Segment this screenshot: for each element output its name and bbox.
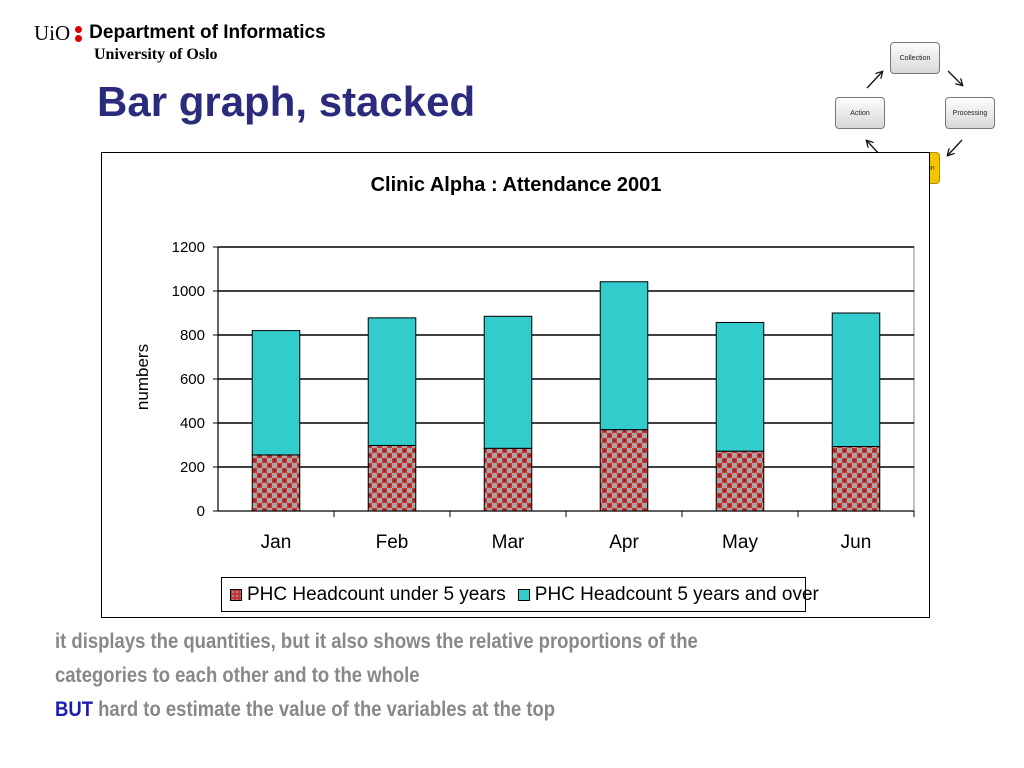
cycle-step-processing: Processing: [945, 97, 995, 129]
x-tick-label-jan: Jan: [261, 532, 292, 553]
bar-jan-series-2: [251, 330, 301, 456]
bar-apr-series-1: [599, 429, 649, 512]
bar-feb-series-2: [367, 317, 417, 446]
x-tick-label-feb: Feb: [376, 532, 409, 553]
slide-title: Bar graph, stacked: [97, 78, 476, 125]
bar-mar-series-2: [483, 315, 533, 449]
bar-mar-series-1: [483, 447, 533, 512]
caption-line-3: BUT hard to estimate the value of the va…: [55, 693, 847, 727]
legend-label-over5: PHC Headcount 5 years and over: [534, 583, 819, 605]
y-tick-label: 800: [180, 327, 205, 344]
logo-line: UiO Department of Informatics: [34, 20, 326, 46]
y-tick-label: 400: [180, 415, 205, 432]
legend-swatch-under5: [230, 588, 242, 601]
legend-item-under5: PHC Headcount under 5 years: [230, 584, 506, 606]
header: UiO Department of Informatics University…: [34, 20, 326, 64]
department-name: Department of Informatics: [89, 22, 326, 43]
x-tick-label-jun: Jun: [841, 532, 872, 553]
caption-line-2: categories to each other and to the whol…: [55, 664, 420, 687]
plot-area: 0 200 400 600 800 1000 1200 Jan Feb Mar Apr May Jun: [172, 239, 915, 553]
uio-logo: UiO: [34, 20, 71, 45]
legend-swatch-over5: [517, 588, 530, 601]
legend-item-over5: PHC Headcount 5 years and over: [517, 583, 819, 606]
logo-dots-icon: [75, 23, 83, 43]
caption-line-1: it displays the quantities, but it also …: [55, 630, 698, 653]
arrow-action-collection: [866, 72, 882, 89]
x-tick-label-apr: Apr: [609, 532, 639, 553]
y-tick-label: 600: [180, 371, 205, 388]
y-tick-label: 1200: [172, 239, 205, 256]
y-axis-label: numbers: [133, 344, 152, 410]
x-tick-label-may: May: [722, 532, 758, 553]
bar-may-series-1: [715, 450, 765, 512]
university-name: University of Oslo: [94, 46, 218, 63]
chart-legend: PHC Headcount under 5 years PHC Headcoun…: [221, 577, 819, 612]
y-tick-label: 1000: [172, 283, 205, 300]
stacked-bar-chart: Clinic Alpha : Attendance 2001 numbers 0…: [133, 174, 915, 553]
chart-title: Clinic Alpha : Attendance 2001: [371, 174, 662, 196]
bar-jan-series-1: [251, 454, 301, 512]
y-tick-label: 200: [180, 459, 205, 476]
bar-apr-series-2: [599, 281, 649, 431]
chart-frame: Clinic Alpha : Attendance 2001 numbers 0…: [101, 152, 930, 618]
bar-feb-series-1: [367, 444, 417, 512]
bar-jun-series-1: [831, 446, 881, 512]
caption-line-3-text: hard to estimate the value of the variab…: [92, 698, 556, 721]
x-tick-label-mar: Mar: [492, 532, 525, 553]
arrow-collection-processing: [947, 70, 962, 85]
bar-jun-series-2: [831, 312, 881, 448]
legend-label-under5: PHC Headcount under 5 years: [247, 583, 506, 605]
caption-but: BUT: [55, 698, 93, 721]
bar-may-series-2: [715, 321, 765, 452]
cycle-step-collection: Collection: [890, 42, 940, 74]
y-tick-label: 0: [197, 503, 205, 520]
arrow-processing-presentation: [948, 139, 963, 155]
cycle-step-action: Action: [835, 97, 885, 129]
bottom-caption: it displays the quantities, but it also …: [55, 625, 847, 727]
